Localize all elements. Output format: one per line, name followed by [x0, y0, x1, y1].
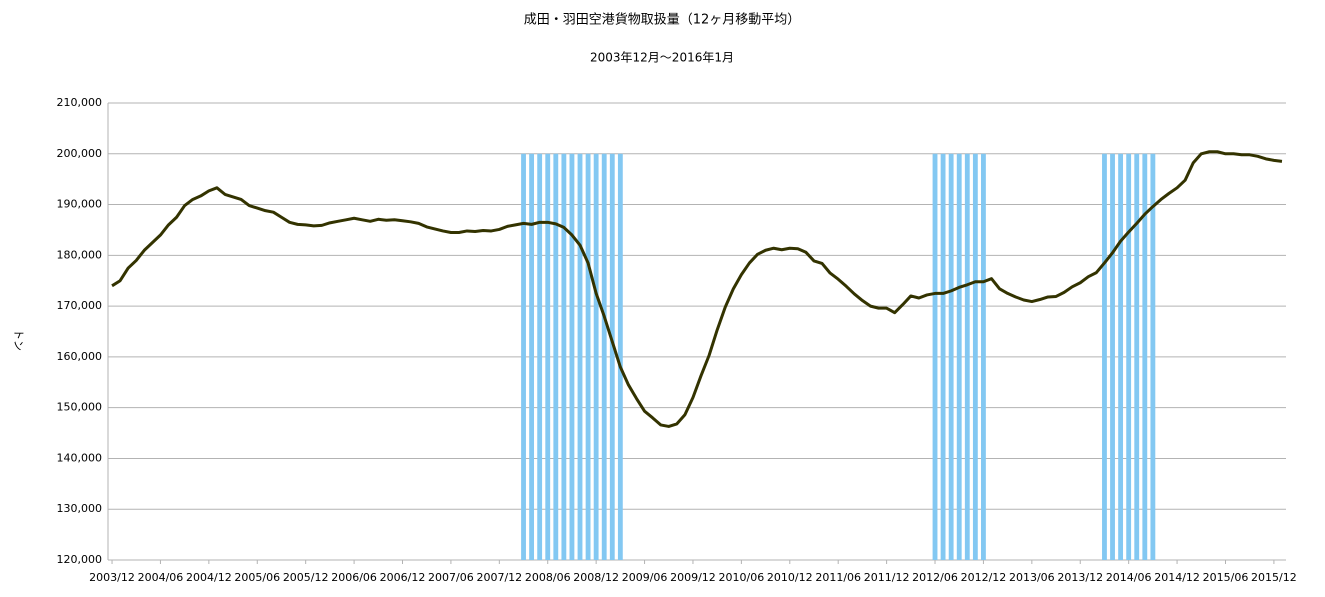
x-tick-label: 2005/06: [234, 571, 280, 584]
x-tick-label: 2006/12: [380, 571, 426, 584]
bar: [1150, 153, 1156, 560]
y-tick-label: 180,000: [57, 248, 103, 261]
y-tick-label: 170,000: [57, 299, 103, 312]
y-tick-label: 150,000: [57, 401, 103, 414]
bar: [617, 153, 623, 560]
x-tick-label: 2011/12: [864, 571, 910, 584]
bar: [537, 153, 543, 560]
y-tick-label: 160,000: [57, 350, 103, 363]
bar: [529, 153, 535, 560]
x-tick-label: 2015/06: [1203, 571, 1249, 584]
bar: [948, 153, 954, 560]
y-tick-label: 120,000: [57, 553, 103, 566]
bar: [609, 153, 615, 560]
x-tick-label: 2009/12: [670, 571, 716, 584]
bar: [956, 153, 962, 560]
x-tick-label: 2012/12: [961, 571, 1007, 584]
x-tick-label: 2015/12: [1251, 571, 1297, 584]
x-tick-label: 2010/06: [719, 571, 765, 584]
bar: [569, 153, 575, 560]
chart-title: 成田・羽田空港貨物取扱量（12ヶ月移動平均）: [524, 12, 801, 28]
x-tick-label: 2003/12: [89, 571, 135, 584]
bar: [1126, 153, 1132, 560]
bar: [545, 153, 551, 560]
bar: [577, 153, 583, 560]
bar: [1102, 153, 1107, 560]
x-tick-label: 2011/06: [815, 571, 861, 584]
x-tick-label: 2014/12: [1154, 571, 1200, 584]
bar: [940, 153, 946, 560]
line: [111, 150, 1283, 428]
x-tick-label: 2004/06: [138, 571, 184, 584]
bar: [601, 153, 607, 560]
y-tick-label: 130,000: [57, 502, 103, 515]
bar: [1118, 153, 1124, 560]
y-axis-label: トン: [12, 329, 25, 351]
x-tick-label: 2013/06: [1009, 571, 1055, 584]
x-tick-label: 2004/12: [186, 571, 232, 584]
x-tick-label: 2009/06: [622, 571, 668, 584]
y-tick-label: 140,000: [57, 451, 103, 464]
x-tick-label: 2008/12: [573, 571, 619, 584]
bar: [553, 153, 559, 560]
x-tick-label: 2010/12: [767, 571, 813, 584]
x-tick-label: 2014/06: [1106, 571, 1152, 584]
bar: [1110, 153, 1115, 560]
x-tick-label: 2007/06: [428, 571, 474, 584]
x-tick-label: 2012/06: [912, 571, 958, 584]
bar: [932, 153, 938, 560]
bar: [585, 153, 591, 560]
x-tick-label: 2006/06: [331, 571, 377, 584]
bar: [964, 153, 970, 560]
bar: [972, 153, 978, 560]
x-tick-label: 2008/06: [525, 571, 571, 584]
bar: [593, 153, 599, 560]
chart-subtitle: 2003年12月～2016年1月: [590, 51, 734, 65]
bar: [521, 153, 526, 560]
bar: [561, 153, 567, 560]
y-tick-label: 210,000: [57, 96, 103, 109]
y-tick-label: 200,000: [57, 147, 103, 160]
bar: [1142, 153, 1148, 560]
x-tick-label: 2007/12: [476, 571, 522, 584]
bar: [981, 153, 986, 560]
y-tick-label: 190,000: [57, 198, 103, 211]
x-tick-label: 2005/12: [283, 571, 329, 584]
bar: [1134, 153, 1140, 560]
x-tick-label: 2013/12: [1057, 571, 1103, 584]
